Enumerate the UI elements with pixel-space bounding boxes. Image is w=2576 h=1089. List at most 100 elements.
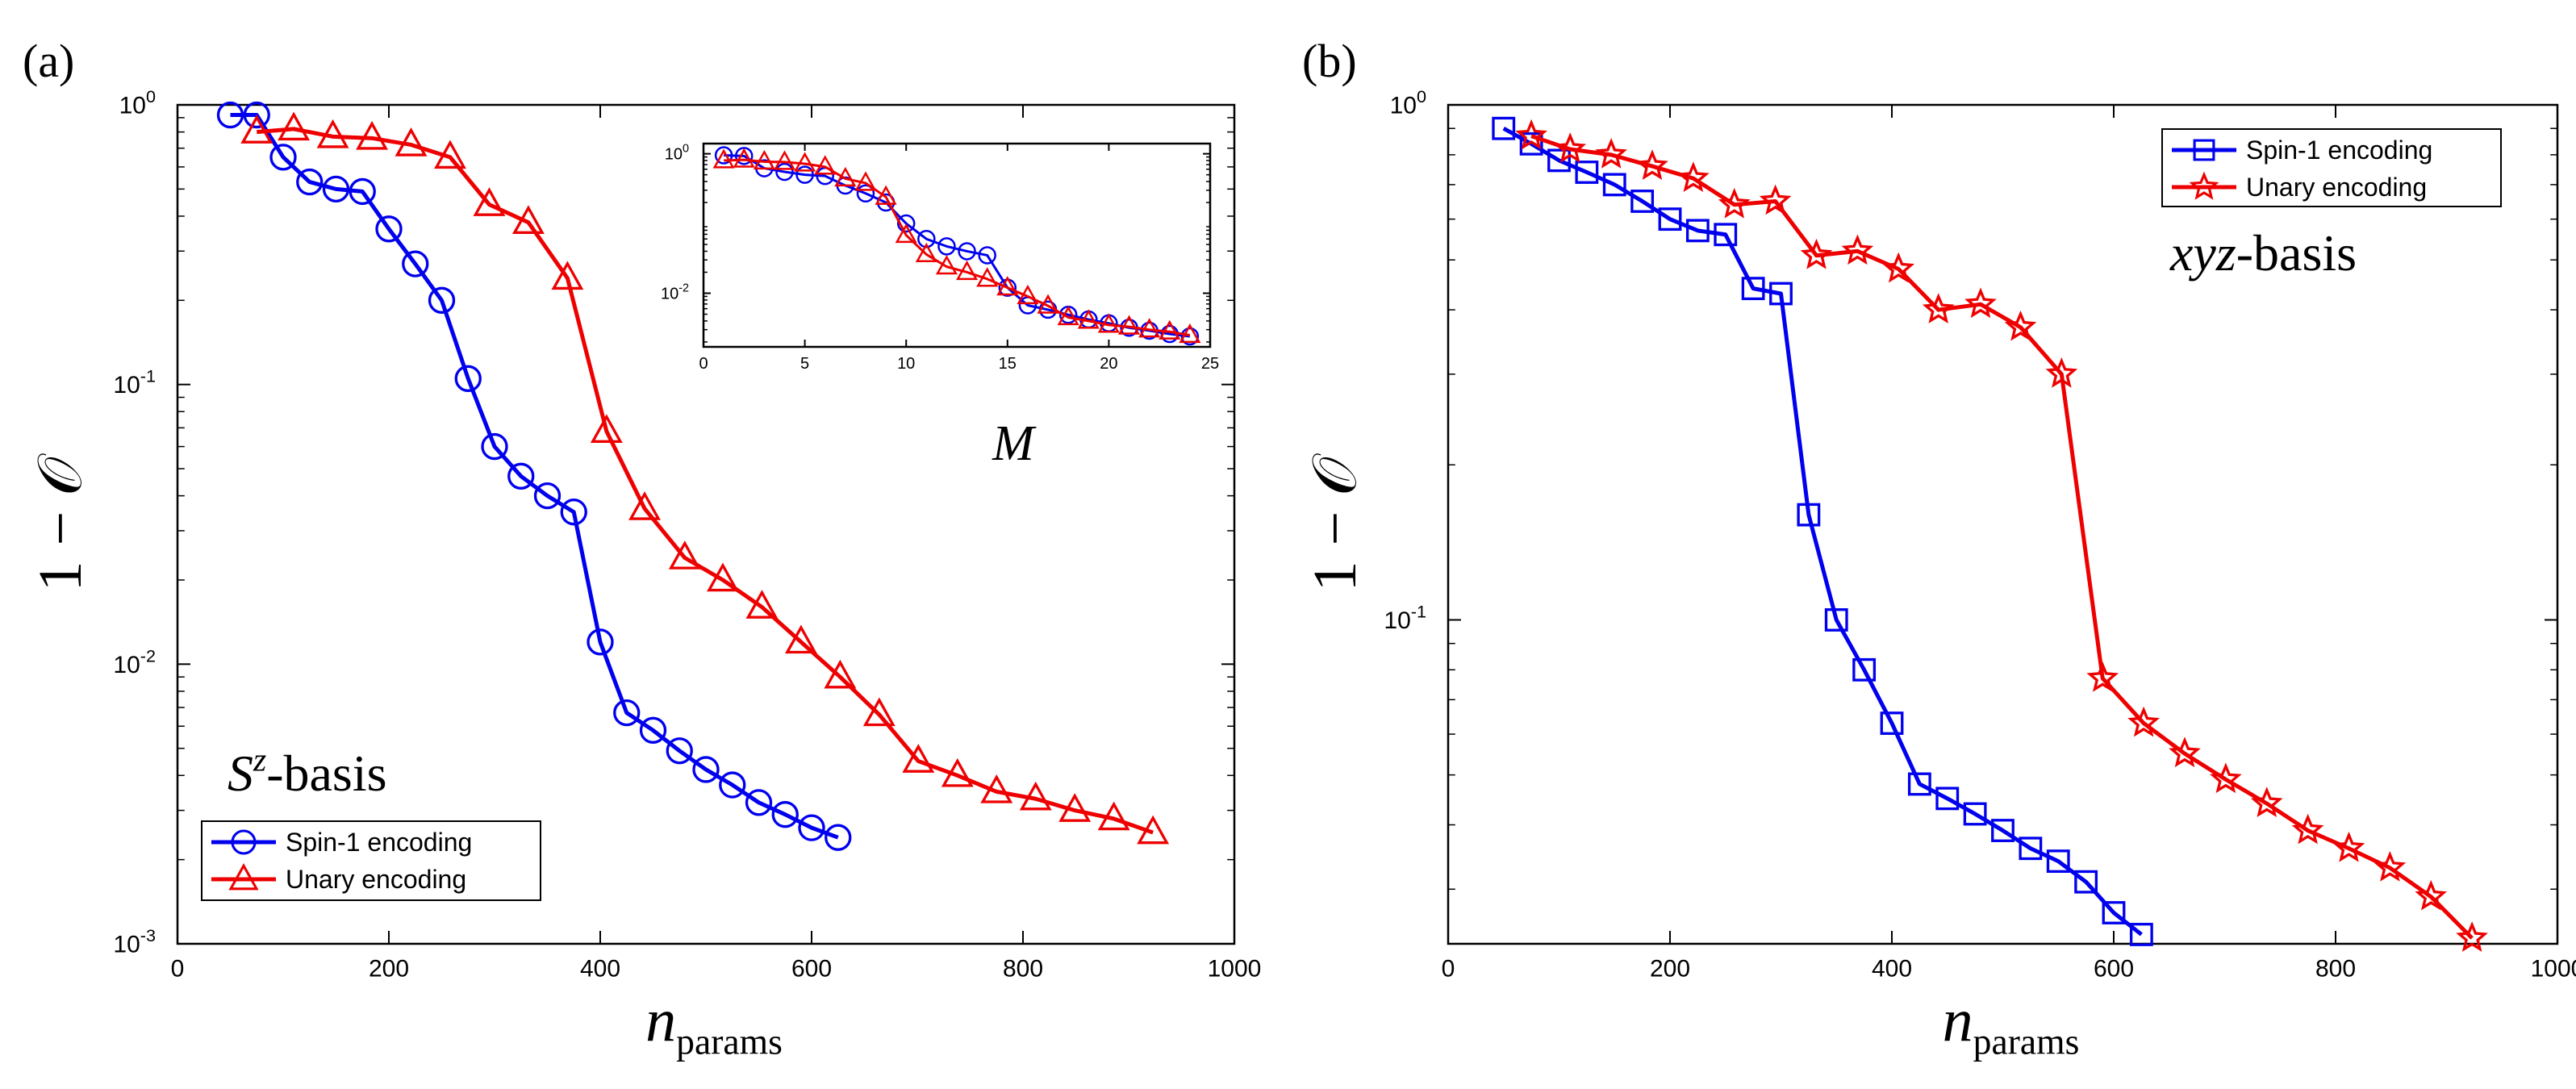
data-point — [1037, 294, 1059, 314]
y-tick-label-exp: -3 — [140, 925, 156, 945]
data-point — [854, 171, 877, 191]
data-point — [402, 250, 429, 277]
data-point — [473, 187, 506, 216]
data-point — [511, 205, 545, 234]
data-point — [1882, 252, 1915, 283]
data-point — [856, 184, 875, 203]
y-tick-label-exp: -2 — [140, 645, 156, 666]
data-point — [733, 148, 755, 168]
data-point — [296, 168, 324, 196]
data-point — [1117, 315, 1141, 335]
y-tick-label: 10-2 — [661, 282, 689, 302]
data-point — [639, 716, 667, 745]
data-point — [356, 120, 388, 150]
data-point — [560, 499, 587, 526]
data-point — [216, 101, 244, 129]
data-point — [824, 659, 857, 689]
data-point — [1077, 309, 1100, 329]
data-point — [956, 260, 979, 281]
data-point — [2127, 706, 2160, 737]
data-point — [668, 540, 701, 570]
data-point — [434, 140, 466, 169]
y-tick-label-base: 10 — [1384, 607, 1410, 634]
legend-marker — [2193, 139, 2215, 161]
data-point — [533, 482, 562, 510]
data-point — [269, 144, 297, 171]
y-tick-label-base: 10 — [665, 146, 683, 164]
x-axis-label: M — [992, 416, 1037, 471]
data-point — [587, 628, 614, 656]
data-point — [753, 149, 775, 170]
data-point — [825, 824, 852, 851]
plot-frame — [702, 142, 1212, 348]
data-point — [794, 152, 816, 172]
data-point — [937, 237, 956, 256]
series-line — [230, 113, 839, 840]
x-tick-label: 1000 — [2531, 956, 2576, 983]
y-tick-label: 10-3 — [113, 925, 156, 958]
y-axis-label: 1 − 𝒪 — [1301, 453, 1369, 592]
data-point — [1759, 184, 1792, 215]
x-tick-label: 5 — [800, 355, 809, 373]
data-point — [978, 246, 996, 265]
data-point — [941, 757, 974, 787]
panel-b-label: (b) — [1302, 35, 1357, 87]
x-tick-label: 600 — [2094, 956, 2134, 983]
data-point — [1492, 116, 1516, 140]
plot-frame — [1447, 103, 2559, 945]
data-point — [707, 562, 739, 592]
y-tick-label-base: 10 — [119, 93, 146, 119]
data-point — [1554, 132, 1587, 163]
data-point — [2332, 831, 2365, 862]
data-point — [2074, 870, 2098, 894]
x-tick-label: 600 — [791, 956, 832, 983]
x-tick-label: 800 — [1003, 956, 1043, 983]
data-point — [551, 261, 584, 290]
series-line — [1502, 127, 2143, 937]
data-point — [1824, 608, 1848, 632]
data-point — [2415, 879, 2448, 911]
data-point — [692, 756, 720, 783]
x-tick-label: 200 — [369, 956, 409, 983]
data-point — [1630, 190, 1655, 213]
data-point — [784, 624, 817, 654]
x-axis-label-main: n — [645, 987, 676, 1054]
data-point — [1852, 657, 1877, 682]
basis-annotation-rest: -basis — [266, 745, 386, 802]
x-tick-label: 10 — [897, 355, 915, 373]
x-tick-label: 400 — [1872, 956, 1912, 983]
y-tick-label: 100 — [1390, 86, 1426, 119]
legend-box — [2161, 128, 2502, 207]
x-axis-label: nparams — [645, 987, 783, 1062]
y-tick-label: 100 — [119, 86, 156, 119]
data-point — [771, 801, 799, 828]
data-point — [2086, 661, 2119, 692]
legend-box — [201, 820, 541, 901]
y-tick-label-exp: 0 — [146, 86, 156, 106]
data-point — [2169, 736, 2201, 768]
data-point — [1595, 138, 1627, 169]
data-point — [1841, 234, 1874, 265]
data-point — [1097, 313, 1120, 333]
y-tick-label-exp: -2 — [678, 282, 689, 294]
data-point — [862, 697, 896, 727]
data-point — [1017, 284, 1039, 305]
y-tick-label: 10-2 — [113, 645, 156, 678]
data-point — [316, 119, 349, 148]
data-point — [1880, 711, 1904, 735]
data-point — [1636, 149, 1668, 180]
data-point — [976, 267, 999, 287]
data-point — [628, 491, 661, 520]
data-point — [795, 165, 814, 184]
y-tick-label-base: 10 — [113, 652, 140, 678]
data-point — [714, 146, 733, 165]
data-point — [278, 111, 311, 141]
x-tick-label: 0 — [171, 956, 185, 983]
data-point — [1137, 815, 1170, 845]
y-tick-label-exp: 0 — [683, 143, 689, 156]
x-axis-label-sub: params — [676, 1021, 783, 1062]
y-tick-label-exp: -1 — [140, 366, 156, 386]
data-point — [958, 242, 976, 261]
basis-annotation-main: xyz — [2169, 224, 2236, 282]
